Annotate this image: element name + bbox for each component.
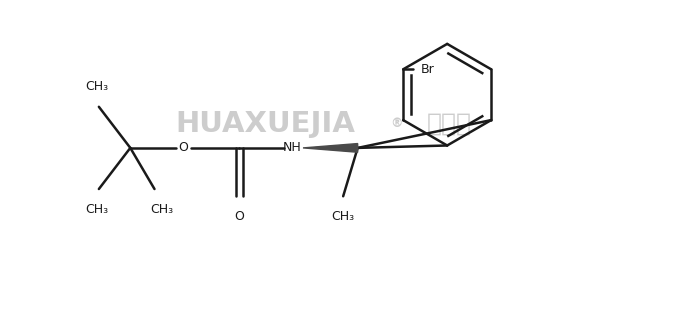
Text: Br: Br (421, 63, 435, 76)
Text: CH₃: CH₃ (150, 203, 173, 216)
Polygon shape (303, 144, 358, 152)
Text: O: O (179, 141, 189, 155)
Text: 化学加: 化学加 (427, 112, 472, 136)
Text: HUAXUEJIA: HUAXUEJIA (176, 110, 356, 138)
Text: CH₃: CH₃ (85, 80, 108, 93)
Text: O: O (235, 210, 244, 223)
Text: CH₃: CH₃ (331, 210, 355, 223)
Text: NH: NH (283, 141, 302, 155)
Text: CH₃: CH₃ (85, 203, 108, 216)
Text: ®: ® (390, 117, 402, 130)
